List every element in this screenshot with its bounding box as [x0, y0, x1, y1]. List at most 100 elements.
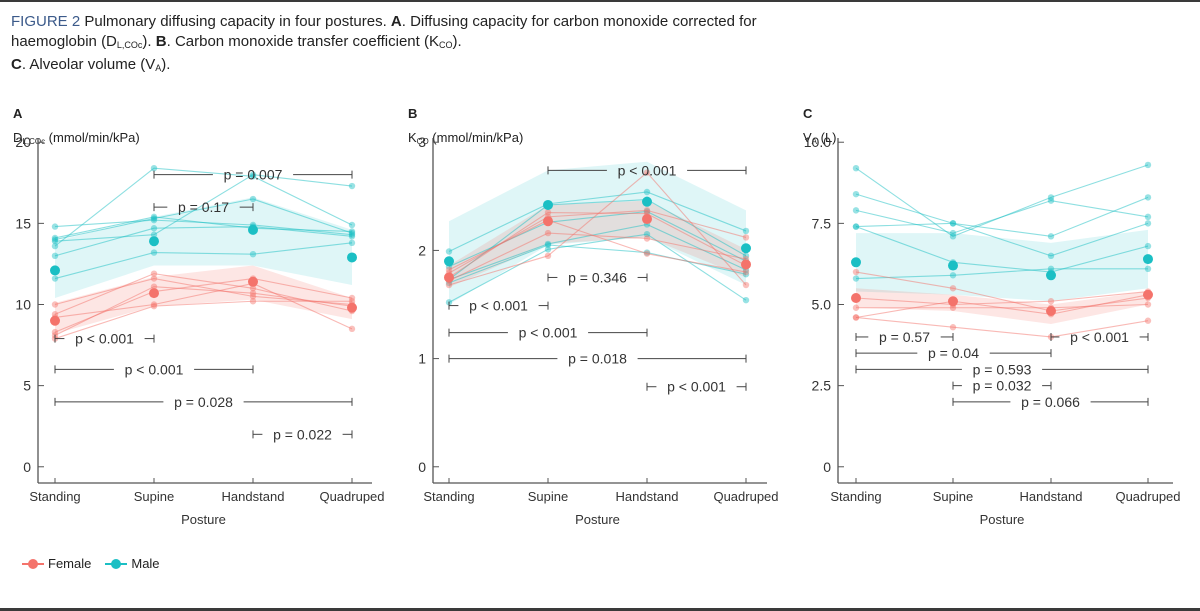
subject-line-female — [448, 171, 747, 286]
x-tick-label: Supine — [933, 489, 973, 504]
subject-point-male — [51, 275, 59, 282]
significance-bracket: p = 0.018 — [448, 351, 747, 367]
subject-point-male — [1047, 197, 1055, 204]
subject-line-male — [448, 191, 747, 252]
subject-point-male — [742, 296, 750, 304]
caption-b-letter: B — [155, 33, 167, 50]
subject-point-male — [1144, 194, 1152, 201]
p-value-label: p = 0.57 — [879, 329, 930, 345]
subject-point-male — [1144, 242, 1152, 250]
ci-ribbon-male — [856, 229, 1148, 302]
y-tick-label: 3 — [418, 134, 426, 150]
legend: Female Male — [22, 556, 160, 571]
p-value-label: p < 0.001 — [469, 298, 528, 314]
caption-text: Pulmonary diffusing capacity in four pos… — [80, 13, 391, 30]
subject-line-male — [54, 198, 353, 241]
subject-point-male — [348, 239, 356, 247]
subject-point-male — [1144, 265, 1152, 272]
subject-point-male — [1047, 194, 1055, 201]
subject-point-male — [742, 227, 750, 235]
subject-line-female — [54, 277, 353, 333]
subject-line-female — [855, 290, 1149, 306]
caption-c-sub: A — [155, 63, 162, 73]
subject-line-male — [448, 199, 747, 281]
p-value-label: p = 0.17 — [178, 199, 229, 215]
caption-b-text: . Carbon monoxide transfer coefficient (… — [166, 33, 439, 50]
panel-c: 0 2.5 5.0 7.5 10.0 Standing Supine Handstand Qua… — [804, 134, 1181, 527]
subject-point-female — [51, 301, 59, 308]
caption-a-letter: A — [390, 13, 402, 30]
y-tick-label: 0 — [418, 459, 426, 475]
p-value-label: p < 0.001 — [75, 331, 134, 347]
mean-point-male — [444, 256, 454, 267]
subject-point-female — [742, 234, 750, 241]
subject-point-female — [852, 304, 860, 311]
top-rule — [0, 0, 1200, 2]
subject-point-female — [445, 266, 453, 274]
subject-point-male — [949, 272, 957, 279]
caption-c-letter: C — [11, 56, 22, 73]
y-tick-label: 2.5 — [812, 378, 832, 394]
subject-point-female — [249, 285, 257, 292]
subject-point-male — [348, 182, 356, 190]
mean-point-female — [642, 214, 652, 225]
subject-point-male — [852, 190, 860, 198]
subject-point-female — [949, 324, 957, 331]
subject-line-male — [54, 226, 353, 257]
significance-bracket: p = 0.04 — [855, 345, 1052, 361]
subject-line-male — [54, 216, 353, 239]
p-value-label: p = 0.018 — [568, 351, 627, 367]
mean-point-male — [1046, 270, 1056, 281]
ylabel-unit: (L) — [817, 130, 837, 145]
ci-ribbon-male — [449, 161, 746, 305]
significance-bracket: p = 0.032 — [952, 378, 1052, 394]
subject-point-male — [643, 230, 651, 238]
subject-point-female — [643, 250, 651, 257]
x-tick-label: Handstand — [222, 489, 285, 504]
subject-point-male — [742, 271, 750, 278]
significance-bracket: p = 0.066 — [952, 394, 1149, 410]
p-value-label: p < 0.001 — [667, 379, 726, 395]
subject-point-male — [150, 231, 158, 238]
caption-b-text-end: ). — [452, 33, 462, 50]
mean-point-male — [642, 196, 652, 207]
subject-line-female — [54, 286, 353, 336]
subject-line-male — [54, 242, 353, 280]
subject-line-male — [54, 174, 353, 242]
ci-ribbon-female — [449, 200, 746, 288]
significance-bracket: p = 0.007 — [153, 167, 353, 183]
p-value-label: p = 0.007 — [224, 167, 283, 183]
mean-point-female — [948, 296, 958, 307]
x-tick-label: Standing — [423, 489, 474, 504]
caption-a-sub: L,COc — [116, 40, 143, 50]
subject-point-female — [150, 270, 158, 277]
subject-point-female — [742, 268, 750, 276]
p-value-label: p = 0.066 — [1021, 394, 1080, 410]
x-tick-label: Quadruped — [319, 489, 384, 504]
caption-b-sub: CO — [438, 40, 453, 50]
subject-line-male — [855, 193, 1149, 237]
significance-bracket: p < 0.001 — [54, 331, 155, 347]
subject-line-female — [855, 294, 1149, 319]
subject-line-male — [855, 222, 1149, 257]
caption-c-text: . Alveolar volume (V — [21, 56, 156, 73]
legend-marker-female — [22, 558, 44, 570]
subject-line-male — [855, 268, 1148, 280]
subject-point-male — [852, 223, 860, 230]
caption-a-text-end: ). — [142, 33, 156, 50]
subject-point-male — [150, 164, 158, 172]
subject-point-female — [348, 298, 356, 305]
subject-point-female — [949, 304, 957, 311]
subject-point-female — [51, 311, 59, 318]
mean-point-male — [149, 236, 159, 247]
panel-a-ylabel: DL,COc (mmol/min/kPa) — [13, 130, 140, 146]
mean-point-female — [741, 259, 751, 270]
subject-point-female — [643, 235, 651, 242]
subject-point-female — [544, 229, 552, 237]
subject-line-male — [54, 167, 353, 247]
subject-line-female — [54, 277, 353, 306]
subject-point-female — [445, 281, 453, 289]
significance-bracket: p < 0.001 — [448, 298, 549, 314]
ylabel-sub: CO — [416, 137, 429, 146]
